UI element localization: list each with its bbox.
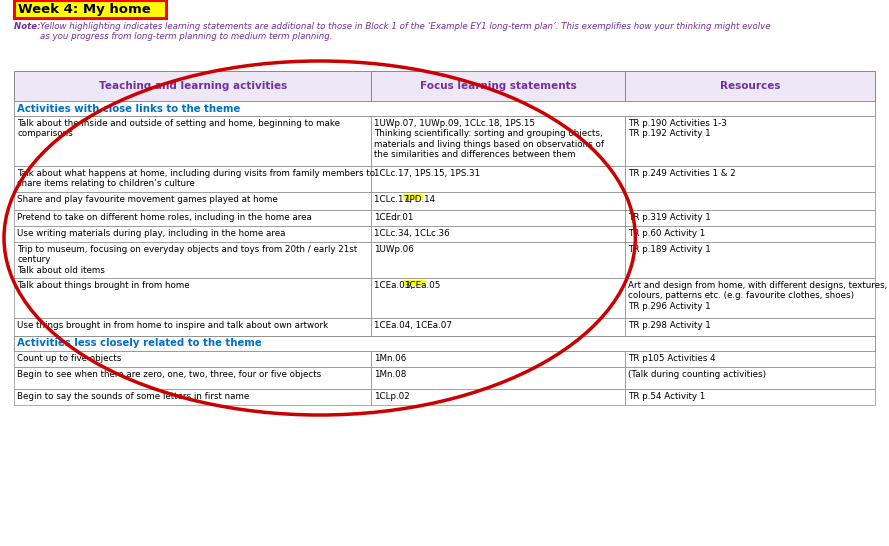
Text: Count up to five objects: Count up to five objects xyxy=(17,354,122,363)
Bar xyxy=(625,278,875,318)
Bar xyxy=(372,210,625,226)
Bar xyxy=(625,116,875,166)
Bar xyxy=(625,226,875,242)
Bar xyxy=(14,210,372,226)
Bar xyxy=(14,101,875,116)
Bar xyxy=(372,166,625,192)
Text: Begin to say the sounds of some letters in first name: Begin to say the sounds of some letters … xyxy=(17,392,249,401)
Text: TR p.60 Activity 1: TR p.60 Activity 1 xyxy=(629,229,706,238)
Bar xyxy=(14,278,372,318)
Text: 1UWp.07, 1UWp.09, 1CLc.18, 1PS.15
Thinking scientifically: sorting and grouping : 1UWp.07, 1UWp.09, 1CLc.18, 1PS.15 Thinki… xyxy=(374,119,605,159)
Bar xyxy=(14,318,372,336)
Text: TR p105 Activities 4: TR p105 Activities 4 xyxy=(629,354,716,363)
Text: TR p.319 Activity 1: TR p.319 Activity 1 xyxy=(629,213,711,222)
Bar xyxy=(14,336,875,351)
Bar xyxy=(372,116,625,166)
Bar xyxy=(372,318,625,336)
Bar xyxy=(372,242,625,278)
Text: TR p.298 Activity 1: TR p.298 Activity 1 xyxy=(629,321,711,330)
Bar xyxy=(14,71,372,101)
Text: 1UWp.06: 1UWp.06 xyxy=(374,245,414,254)
Text: 1CEa.03,: 1CEa.03, xyxy=(374,281,416,290)
Bar xyxy=(625,351,875,367)
Text: Activities less closely related to the theme: Activities less closely related to the t… xyxy=(17,339,261,348)
Bar xyxy=(404,280,426,286)
Text: Focus learning statements: Focus learning statements xyxy=(420,81,577,91)
Text: TR p.189 Activity 1: TR p.189 Activity 1 xyxy=(629,245,711,254)
Text: 1CEdr.01: 1CEdr.01 xyxy=(374,213,413,222)
Text: 1CLp.02: 1CLp.02 xyxy=(374,392,410,401)
Text: Pretend to take on different home roles, including in the home area: Pretend to take on different home roles,… xyxy=(17,213,312,222)
Text: TR p.249 Activities 1 & 2: TR p.249 Activities 1 & 2 xyxy=(629,169,736,178)
Bar xyxy=(404,193,423,200)
Text: Use writing materials during play, including in the home area: Use writing materials during play, inclu… xyxy=(17,229,285,238)
Bar xyxy=(625,389,875,405)
Text: TR p.190 Activities 1-3
TR p.192 Activity 1: TR p.190 Activities 1-3 TR p.192 Activit… xyxy=(629,119,727,138)
Text: 1CEa.05: 1CEa.05 xyxy=(404,281,440,290)
Text: Art and design from home, with different designs, textures,
colours, patterns et: Art and design from home, with different… xyxy=(629,281,887,311)
Bar xyxy=(14,192,372,210)
Bar xyxy=(14,226,372,242)
Bar xyxy=(372,351,625,367)
Text: 1CLc.17,: 1CLc.17, xyxy=(374,195,415,204)
Text: Note:: Note: xyxy=(14,22,44,31)
Text: Begin to see when there are zero, one, two, three, four or five objects: Begin to see when there are zero, one, t… xyxy=(17,370,321,379)
Text: Talk about things brought in from home: Talk about things brought in from home xyxy=(17,281,189,290)
Bar xyxy=(625,192,875,210)
Text: (Talk during counting activities): (Talk during counting activities) xyxy=(629,370,766,379)
Bar xyxy=(14,367,372,389)
Text: 1PD.14: 1PD.14 xyxy=(404,195,435,204)
Text: Share and play favourite movement games played at home: Share and play favourite movement games … xyxy=(17,195,277,204)
Bar xyxy=(625,166,875,192)
Bar xyxy=(625,242,875,278)
Text: 1CLc.34, 1CLc.36: 1CLc.34, 1CLc.36 xyxy=(374,229,450,238)
Bar xyxy=(14,389,372,405)
Bar xyxy=(372,192,625,210)
Text: Teaching and learning activities: Teaching and learning activities xyxy=(99,81,287,91)
Bar xyxy=(14,0,166,18)
Bar xyxy=(625,318,875,336)
Bar xyxy=(14,166,372,192)
Bar xyxy=(372,71,625,101)
Bar xyxy=(14,116,372,166)
Text: Talk about the inside and outside of setting and home, beginning to make
compari: Talk about the inside and outside of set… xyxy=(17,119,340,138)
Bar xyxy=(372,226,625,242)
Bar xyxy=(372,389,625,405)
Bar xyxy=(372,367,625,389)
Bar xyxy=(625,71,875,101)
Bar xyxy=(14,351,372,367)
Text: TR p.54 Activity 1: TR p.54 Activity 1 xyxy=(629,392,706,401)
Text: 1CLc.17, 1PS.15, 1PS.31: 1CLc.17, 1PS.15, 1PS.31 xyxy=(374,169,480,178)
Bar xyxy=(372,278,625,318)
Bar xyxy=(14,242,372,278)
Text: Yellow highlighting indicates learning statements are additional to those in Blo: Yellow highlighting indicates learning s… xyxy=(40,22,771,41)
Text: Talk about what happens at home, including during visits from family members to
: Talk about what happens at home, includi… xyxy=(17,169,375,188)
Text: Use things brought in from home to inspire and talk about own artwork: Use things brought in from home to inspi… xyxy=(17,321,328,330)
Text: Activities with close links to the theme: Activities with close links to the theme xyxy=(17,104,240,114)
Text: Resources: Resources xyxy=(720,81,781,91)
Text: 1Mn.08: 1Mn.08 xyxy=(374,370,406,379)
Bar xyxy=(625,210,875,226)
Text: 1Mn.06: 1Mn.06 xyxy=(374,354,406,363)
Bar xyxy=(625,367,875,389)
Text: Week 4: My home: Week 4: My home xyxy=(18,3,151,15)
Text: 1CEa.04, 1CEa.07: 1CEa.04, 1CEa.07 xyxy=(374,321,453,330)
Text: Trip to museum, focusing on everyday objects and toys from 20th / early 21st
cen: Trip to museum, focusing on everyday obj… xyxy=(17,245,357,275)
